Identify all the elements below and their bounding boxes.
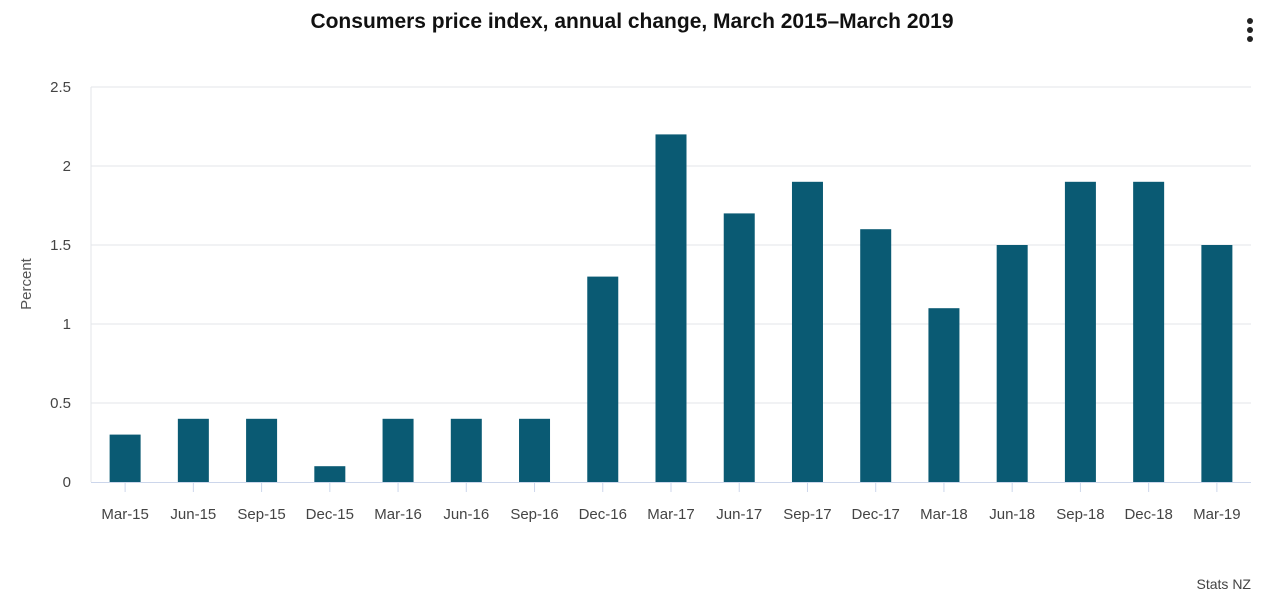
x-tick-label: Mar-17 [647,506,695,523]
x-tick-label: Jun-18 [989,506,1035,523]
x-tick-label: Mar-18 [920,506,968,523]
x-tick-label: Dec-18 [1124,506,1172,523]
y-tick-label: 2 [63,158,71,175]
x-tick-label: Jun-15 [170,506,216,523]
bars [109,134,1233,483]
x-tick-label: Dec-16 [579,506,627,523]
x-tick-label: Mar-15 [101,506,149,523]
y-tick-label: 1.5 [50,237,71,254]
chart-title: Consumers price index, annual change, Ma… [310,10,954,33]
y-tick-label: 0 [63,474,71,491]
bar-mar-18[interactable] [928,308,960,482]
bar-sep-17[interactable] [791,181,823,483]
bar-jun-16[interactable] [450,418,482,482]
bar-jun-15[interactable] [177,418,209,482]
x-tick-label: Sep-18 [1056,506,1104,523]
x-tick-label: Sep-17 [783,506,831,523]
bar-sep-18[interactable] [1064,181,1096,483]
x-tick-label: Dec-17 [852,506,900,523]
y-tick-label: 2.5 [50,79,71,96]
y-tick-label: 0.5 [50,395,71,412]
x-tick-label: Sep-15 [237,506,285,523]
x-tick-label: Sep-16 [510,506,558,523]
y-tick-label: 1 [63,316,71,333]
y-axis-label: Percent [18,257,35,310]
bar-mar-19[interactable] [1201,245,1233,482]
bar-dec-17[interactable] [860,229,892,482]
x-tick-label: Jun-16 [443,506,489,523]
bar-sep-16[interactable] [519,418,551,482]
bar-dec-16[interactable] [587,276,619,482]
x-tick-label: Mar-16 [374,506,422,523]
x-tick-label: Jun-17 [716,506,762,523]
axes: 0 0.5 1 1.5 2 2.5 Mar-15 Jun-15 Sep-15 Dec-15 Mar-… [50,79,1251,523]
bar-mar-16[interactable] [382,418,414,482]
bar-dec-15[interactable] [314,466,346,482]
bar-dec-18[interactable] [1133,181,1165,483]
credit-text: Stats NZ [1196,576,1251,592]
bar-mar-15[interactable] [109,434,141,482]
more-vertical-icon[interactable] [1245,18,1255,44]
x-tick-label: Mar-19 [1193,506,1241,523]
bar-jun-18[interactable] [996,245,1028,482]
bar-mar-17[interactable] [655,134,687,482]
bar-sep-15[interactable] [246,418,278,482]
bar-jun-17[interactable] [723,213,755,482]
x-tick-label: Dec-15 [306,506,354,523]
